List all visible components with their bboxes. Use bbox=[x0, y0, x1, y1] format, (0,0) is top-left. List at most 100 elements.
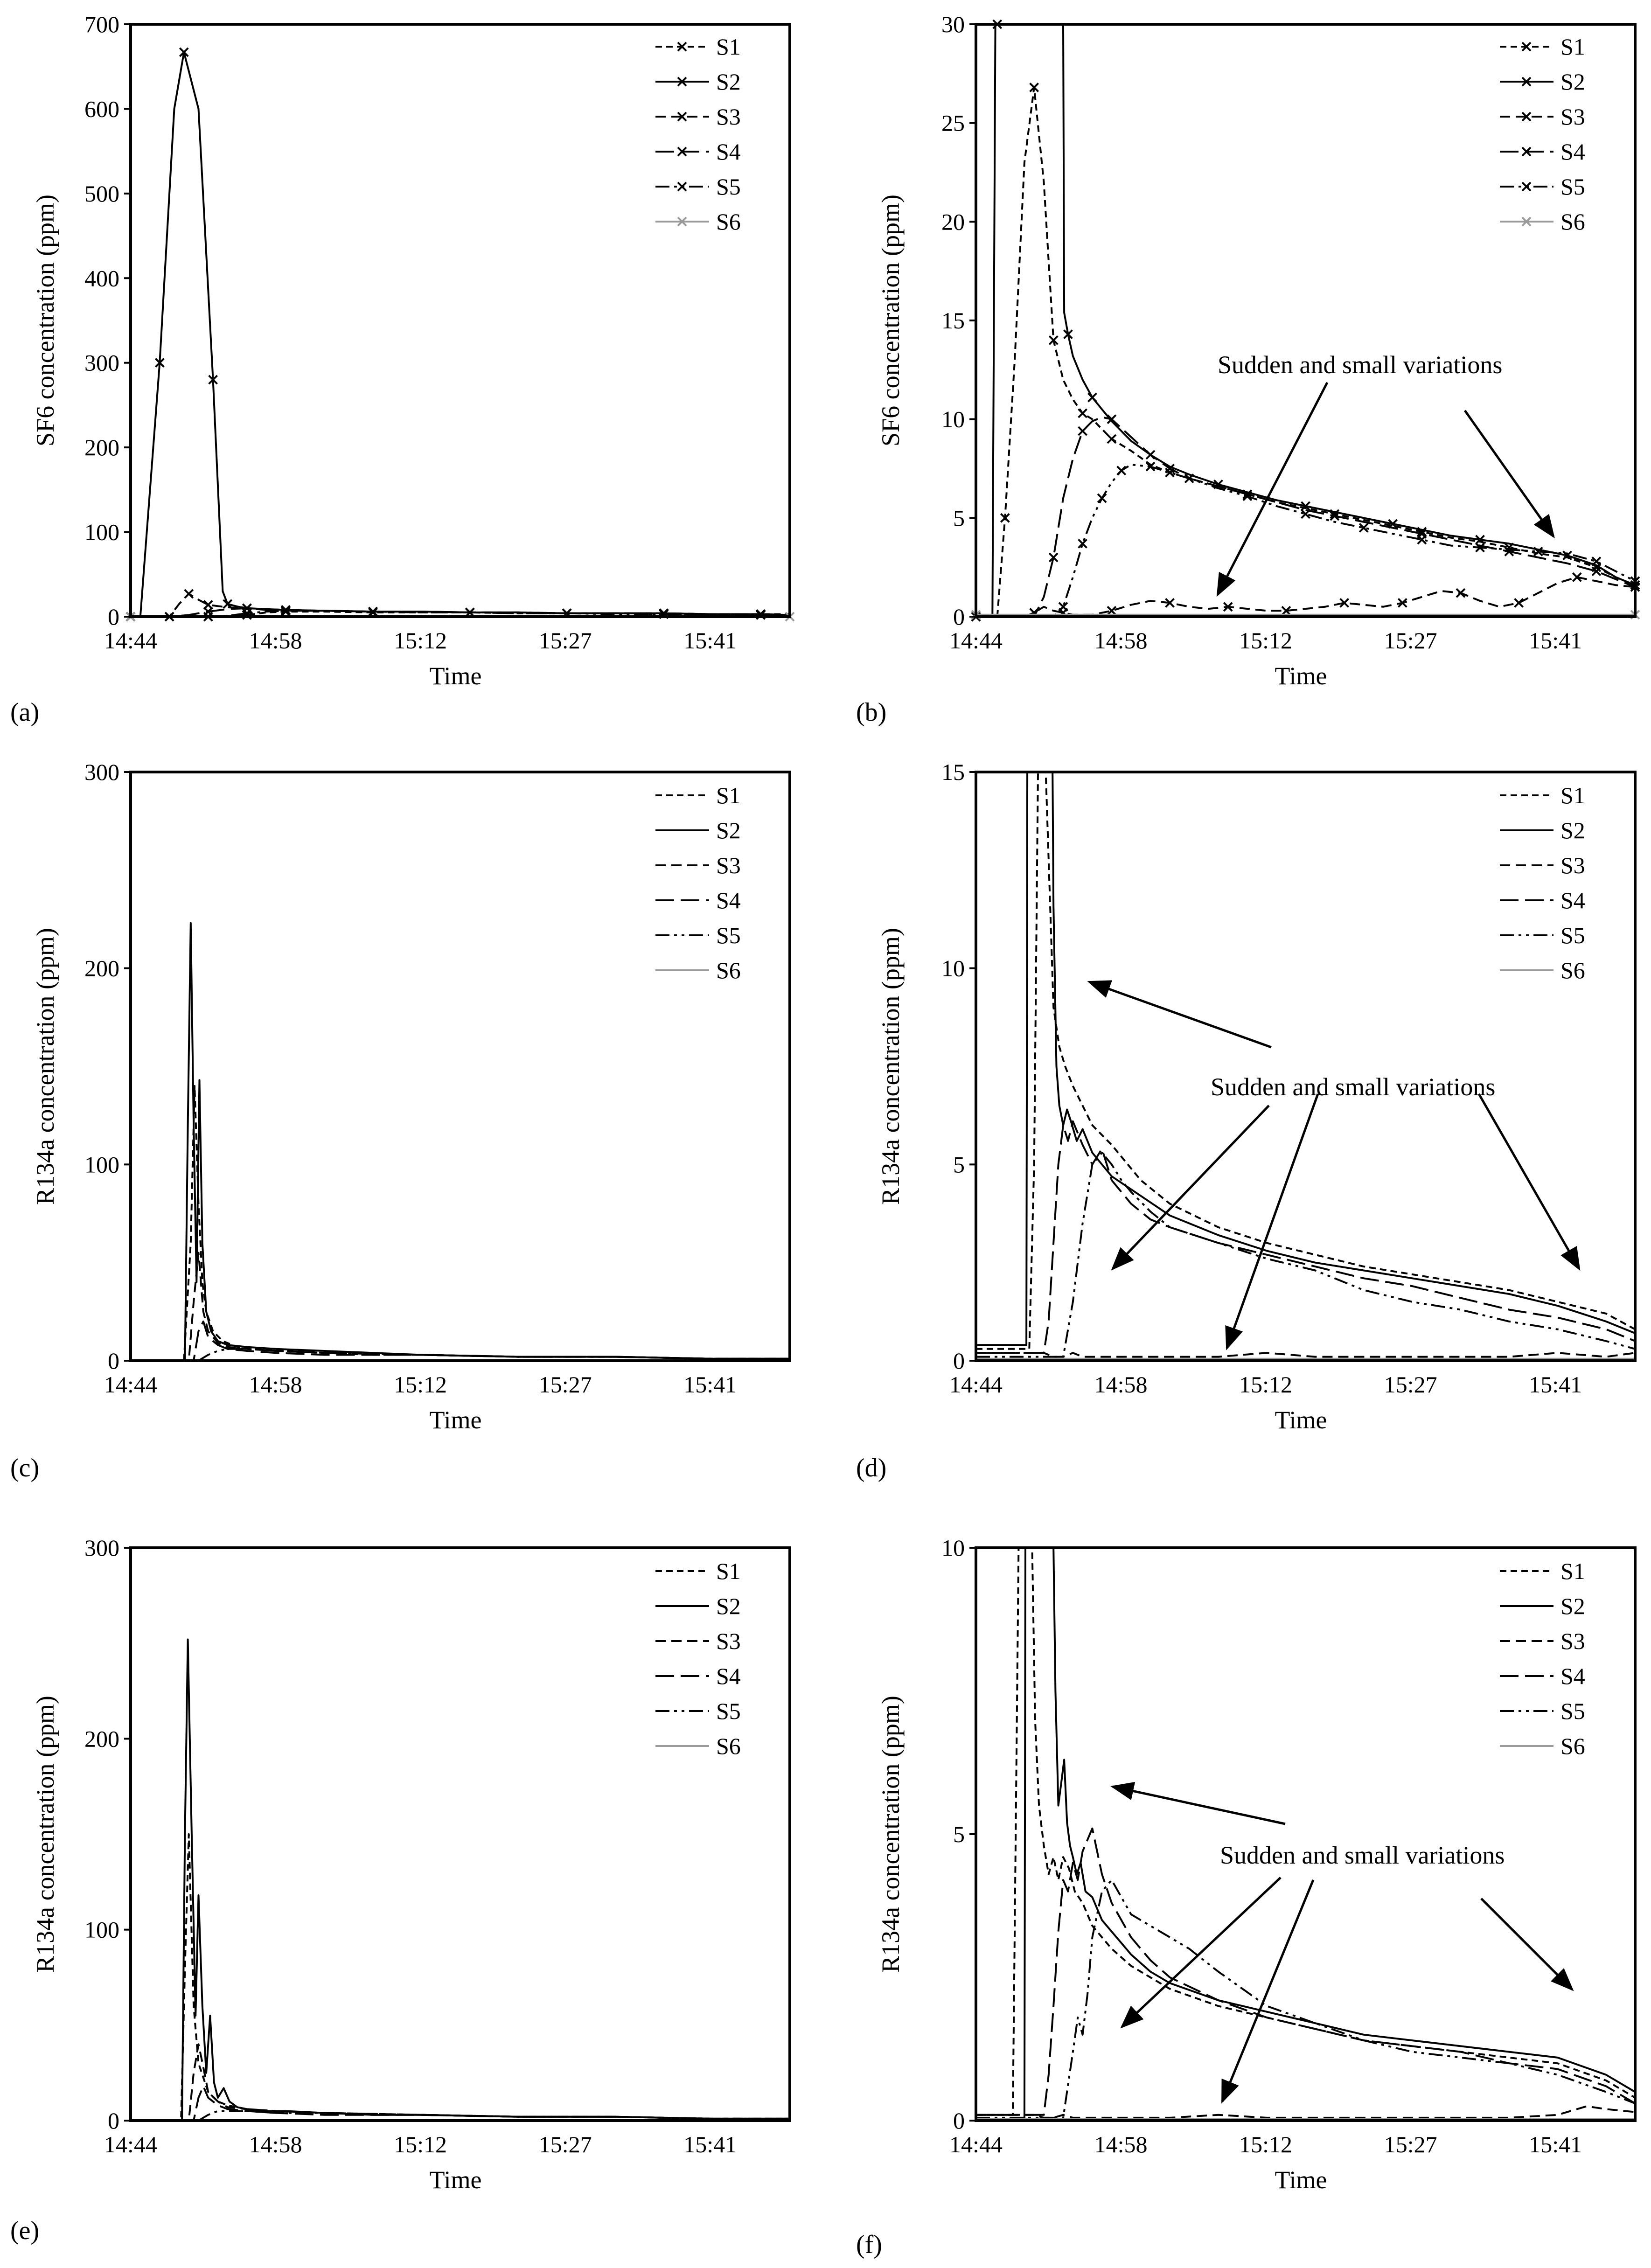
y-axis-label: SF6 concentration (ppm) bbox=[31, 195, 59, 446]
data-point bbox=[1301, 501, 1310, 511]
legend-label-s3: S3 bbox=[716, 104, 741, 130]
legend-label-s2: S2 bbox=[716, 1593, 741, 1619]
y-tick-label: 0 bbox=[108, 2108, 119, 2134]
data-point bbox=[154, 358, 165, 368]
legend: S1 S2 S3 S4 S5 S6 bbox=[655, 1558, 741, 1759]
legend-label-s1: S1 bbox=[716, 1558, 741, 1584]
legend: S1 S2 S3 S4 S5 S6 bbox=[1500, 34, 1585, 235]
legend-marker bbox=[677, 77, 687, 87]
annotation-arrow bbox=[1477, 1093, 1581, 1271]
data-point bbox=[1058, 602, 1068, 612]
y-tick-label: 700 bbox=[84, 11, 119, 37]
data-point bbox=[1097, 493, 1107, 503]
series-line-s2 bbox=[976, 24, 1635, 617]
x-tick-label: 15:41 bbox=[683, 627, 737, 654]
y-axis-label: R134a concentration (ppm) bbox=[31, 1696, 59, 1973]
x-tick-label: 15:27 bbox=[539, 627, 592, 654]
legend-marker bbox=[1521, 216, 1532, 227]
x-tick-label: 15:12 bbox=[1239, 2131, 1292, 2157]
series-line-s3 bbox=[976, 576, 1635, 617]
series-line-s2 bbox=[976, 1548, 1635, 2121]
y-tick-label: 10 bbox=[941, 1535, 965, 1561]
data-point bbox=[1456, 588, 1466, 598]
legend-label-s1: S1 bbox=[716, 782, 741, 808]
legend-label-s4: S4 bbox=[1560, 1663, 1585, 1689]
y-tick-label: 100 bbox=[84, 1917, 119, 1943]
chart-d: 0 5 10 15 14:44 14:58 15:12 15:27 15:41 Time R134a… bbox=[856, 759, 1637, 1482]
x-tick-label: 14:44 bbox=[949, 2131, 1003, 2157]
data-point bbox=[1000, 513, 1010, 523]
series-line-s5 bbox=[976, 1879, 1635, 2119]
plot-area-frame bbox=[129, 1546, 791, 2122]
y-axis-label: SF6 concentration (ppm) bbox=[877, 195, 905, 446]
data-point bbox=[281, 605, 291, 616]
legend-label-s5: S5 bbox=[1560, 1698, 1585, 1724]
data-point bbox=[1078, 408, 1087, 418]
plot-area-frame bbox=[975, 23, 1637, 618]
y-tick-label: 0 bbox=[108, 1348, 119, 1374]
y-tick-label: 0 bbox=[108, 604, 119, 630]
data-point bbox=[1107, 605, 1117, 616]
legend-label-s4: S4 bbox=[716, 887, 741, 913]
y-axis-label: R134a concentration (ppm) bbox=[877, 1696, 905, 1973]
legend-label-s4: S4 bbox=[716, 139, 741, 165]
x-axis-label: Time bbox=[429, 662, 481, 690]
panel-label: (f) bbox=[856, 2230, 882, 2259]
panel-label: (e) bbox=[10, 2216, 39, 2245]
series-line-s4 bbox=[131, 2085, 790, 2121]
y-tick-label: 200 bbox=[84, 1725, 119, 1752]
data-point bbox=[1087, 392, 1097, 403]
y-tick-label: 10 bbox=[941, 406, 965, 432]
legend: S1 S2 S3 S4 S5 S6 bbox=[1500, 1558, 1585, 1759]
legend-marker bbox=[1521, 146, 1532, 157]
y-tick-label: 500 bbox=[84, 181, 119, 207]
legend-label-s6: S6 bbox=[716, 1733, 741, 1759]
series-line-s1 bbox=[976, 772, 1635, 1350]
x-tick-label: 15:27 bbox=[539, 1371, 592, 1398]
y-tick-label: 0 bbox=[953, 604, 965, 630]
legend-marker bbox=[677, 181, 687, 192]
x-tick-label: 15:41 bbox=[683, 1371, 737, 1398]
legend-marker bbox=[677, 111, 687, 122]
y-tick-label: 0 bbox=[953, 1348, 965, 1374]
legend-marker bbox=[1521, 181, 1532, 192]
series-line-s4 bbox=[976, 1120, 1635, 1354]
data-point bbox=[1330, 511, 1340, 521]
annotation-arrow bbox=[1221, 1879, 1315, 2104]
y-tick-label: 600 bbox=[84, 96, 119, 122]
x-tick-label: 15:41 bbox=[683, 2131, 737, 2157]
plot-area-frame bbox=[129, 23, 791, 618]
legend-label-s2: S2 bbox=[716, 817, 741, 843]
series-line-s5 bbox=[976, 1152, 1635, 1358]
series-line-s3 bbox=[976, 1352, 1635, 1358]
data-point bbox=[1514, 598, 1524, 608]
data-point bbox=[1591, 566, 1602, 577]
data-point bbox=[1504, 546, 1514, 557]
x-tick-label: 15:12 bbox=[394, 627, 447, 654]
annotation-text: Sudden and small variations bbox=[1218, 351, 1502, 379]
x-tick-label: 14:44 bbox=[104, 2131, 157, 2157]
x-tick-label: 14:58 bbox=[1094, 2131, 1148, 2157]
panel-label: (d) bbox=[856, 1454, 886, 1482]
y-tick-label: 5 bbox=[953, 1821, 965, 1847]
y-tick-label: 25 bbox=[941, 110, 965, 136]
data-point bbox=[1145, 461, 1156, 472]
chart-a: 0 100 200 300 400 500 600 700 14:44 14:58 15:12 15:… bbox=[10, 11, 795, 727]
panel-label: (a) bbox=[10, 698, 39, 727]
legend: S1 S2 S3 S4 S5 S6 bbox=[655, 782, 741, 983]
legend: S1 S2 S3 S4 S5 S6 bbox=[1500, 782, 1585, 983]
x-tick-label: 14:44 bbox=[949, 627, 1003, 654]
annotation-text: Sudden and small variations bbox=[1211, 1073, 1495, 1101]
x-tick-label: 14:58 bbox=[1094, 627, 1148, 654]
y-tick-label: 200 bbox=[84, 955, 119, 981]
data-point bbox=[1339, 598, 1350, 608]
x-tick-label: 15:41 bbox=[1529, 627, 1582, 654]
x-tick-label: 14:58 bbox=[249, 2131, 302, 2157]
data-point bbox=[1078, 426, 1087, 436]
x-tick-label: 15:27 bbox=[1384, 2131, 1437, 2157]
data-point bbox=[1063, 329, 1073, 340]
y-tick-label: 300 bbox=[84, 1535, 119, 1561]
data-point bbox=[1397, 598, 1407, 608]
legend-label-s6: S6 bbox=[1560, 957, 1585, 983]
